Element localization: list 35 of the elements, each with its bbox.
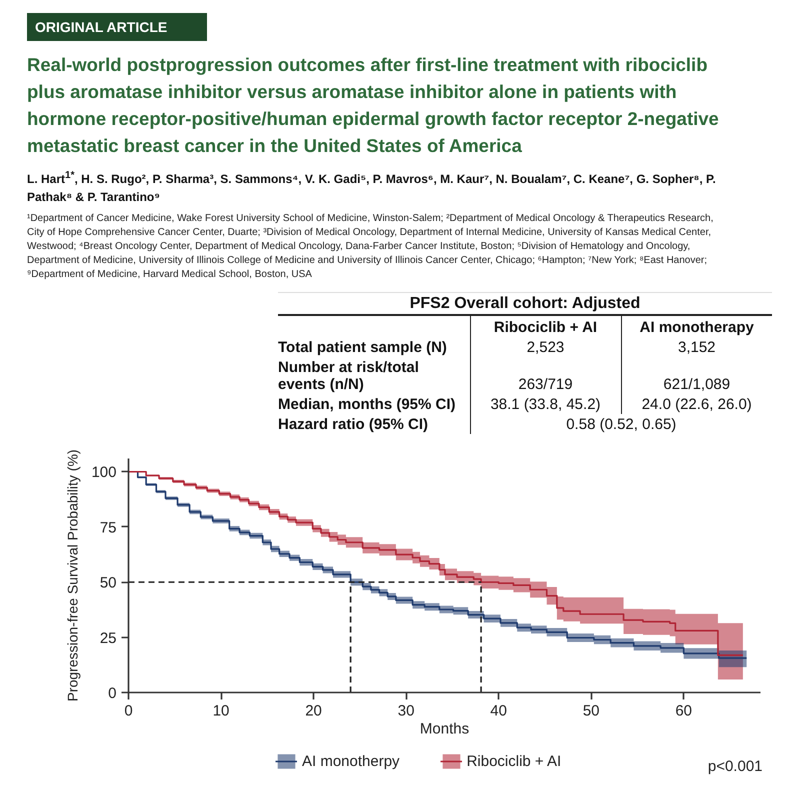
text: ¹Department of Cancer Medicine, Wake Forest University School of Medicine, Winston-Salem; ²Department of Medical Oncology & Therapeutics Research, City of Hope Comprehensive Cancer Center, Duarte; ³Division of Medical Oncology, Department of Internal Medicine, University of Kansas Medical Center, Westwood; ⁴Breast Oncology Center, Department of Medical Oncology, Dana-Farber Cancer Institute, Boston; ⁵Division of Hematology and Oncology, Department of Medicine, University of Illinois College of Medicine and University of Illinois Cancer Center, Chicago; ⁶Hampton; ⁷New York; ⁸East Hanover; ⁹Department of Medicine, Harvard Medical School, Boston, USA: [27, 212, 714, 282]
text: Real-world postprogression outcomes after first-line treatment with ribociclib plus aromatase inhibitor versus aromatase inhibitor alone in patients with hormone receptor-positive/human epidermal growth factor receptor 2-negative metastatic breast cancer in the United States of America: [27, 53, 720, 158]
text: 621/1,089: [663, 376, 730, 393]
text: p<0.001: [708, 758, 762, 775]
x-tick-label: 30: [398, 702, 414, 720]
text: L. Hart$^{1*}$, H. S. Rugo², P. Sharma³, S. Sammons⁴, V. K. Gadi⁵, P. Mavros⁶, M. Kaur⁷, N. Boualam⁷, C. Keane⁷, G. Sopher⁸, P. Pathak⁸ & P. Tarantino⁹: [27, 169, 717, 206]
x-tick-label: 60: [675, 702, 692, 720]
y-tick-label: 25: [100, 630, 117, 647]
y-tick-label: 100: [91, 464, 117, 482]
x-tick-label: 20: [305, 702, 322, 720]
legend-label: AI monotherpy: [302, 752, 400, 770]
x-axis-title: Months: [420, 720, 470, 738]
category-label: Total patient sample (N): [278, 339, 447, 356]
text: PFS2 Overall cohort: Adjusted: [278, 292, 772, 315]
x-tick-label: 40: [490, 702, 507, 720]
text: 3,152: [678, 339, 716, 356]
x-tick-label: 0: [124, 702, 133, 720]
text: 0.58 (0.52, 0.65): [566, 416, 676, 433]
legend-label: Ribociclib + AI: [466, 752, 562, 770]
category-label: AI monotherapy: [621, 315, 772, 337]
category-label: Median, months (95% CI): [278, 396, 456, 413]
y-tick-label: 0: [108, 685, 116, 702]
y-axis-title: Progression-free Survival Probability (%): [64, 449, 80, 702]
x-tick-label: 10: [212, 702, 230, 720]
category-label: Hazard ratio (95% CI): [278, 416, 428, 433]
category-label: Ribociclib + AI: [470, 315, 621, 337]
x-tick-label: 50: [582, 702, 600, 720]
text: 38.1 (33.8, 45.2): [490, 396, 601, 413]
text: ORIGINAL ARTICLE: [27, 13, 208, 41]
text: 263/719: [518, 376, 573, 393]
text: 24.0 (22.6, 26.0): [642, 396, 752, 413]
category-label: Number at risk/total events (n/N): [278, 359, 419, 393]
text: 2,523: [526, 339, 564, 356]
y-tick-label: 50: [100, 574, 117, 592]
y-tick-label: 75: [100, 519, 117, 536]
